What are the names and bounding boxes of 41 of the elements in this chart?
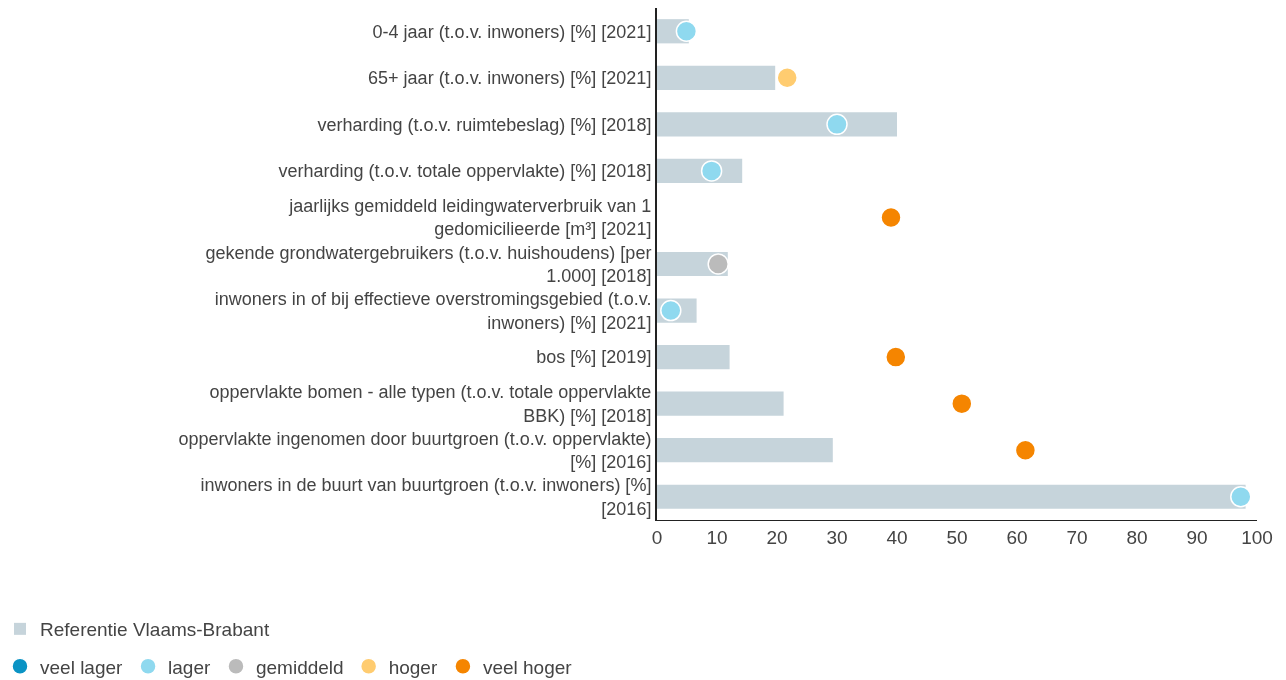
x-tick-label: 50 [946,526,968,548]
y-tick-label: bos [%] [2019] [536,347,652,368]
bar [657,344,730,370]
x-tick-label: 90 [1186,526,1208,548]
legend-label: Referentie Vlaams-Brabant [40,619,270,641]
x-tick-label: 40 [886,526,908,548]
x-tick-label: 10 [706,526,728,548]
x-tick-label: 80 [1126,526,1148,548]
point [951,392,973,415]
y-tick-label: 65+ jaar (t.o.v. inwoners) [%] [2021] [368,68,652,89]
x-tick-label: 20 [766,526,788,548]
legend-label: veel lager [40,656,124,678]
point [707,253,729,275]
bar [657,391,784,416]
legend-label: hoger [388,656,438,678]
y-tick-label: verharding (t.o.v. totale oppervlakte) [%] [2018] [278,161,652,182]
x-tick-label: 100 [1241,526,1273,548]
point [675,20,698,43]
bar [657,484,1246,509]
y-tick-label: oppervlakte bomen - alle typen (t.o.v. totale oppervlakte BBK) [%] [2018] [209,382,652,426]
bar [657,65,776,90]
legend-label: gemiddeld [255,656,344,678]
y-tick-label: verharding (t.o.v. ruimtebeslag) [%] [2018] [317,114,652,135]
x-tick-label: 30 [826,526,848,548]
x-tick-label: 60 [1006,526,1028,548]
point [885,346,907,368]
bar [657,112,897,137]
legend-label: lager [168,656,211,678]
point [1230,485,1252,508]
point [1014,439,1037,461]
x-tick-label: 70 [1066,526,1088,548]
point [826,113,848,136]
legend-label: veel hoger [482,656,573,678]
point [880,206,902,229]
point [776,67,798,89]
y-tick-label: inwoners in de buurt van buurtgroen (t.o.v. inwoners) [%] [2016] [200,475,652,519]
x-tick-label: 0 [651,526,663,548]
y-tick-label: 0-4 jaar (t.o.v. inwoners) [%] [2021] [372,21,652,42]
y-tick-label: inwoners in of bij effectieve overstromingsgebied (t.o.v. inwoners) [%] [2021] [214,289,652,333]
y-tick-label: jaarlijks gemiddeld leidingwaterverbruik van 1 gedomicilieerde [m³] [2021] [288,196,652,240]
bar [657,438,833,463]
